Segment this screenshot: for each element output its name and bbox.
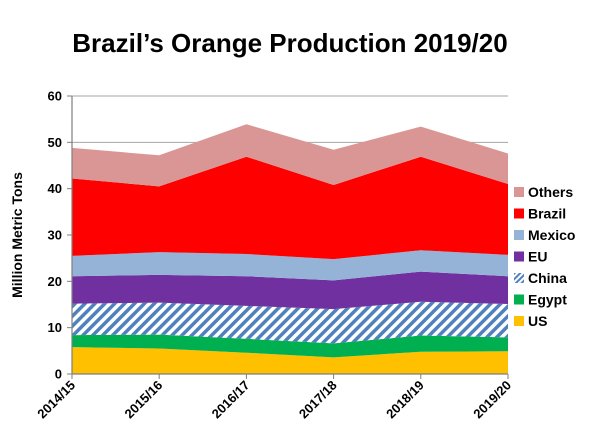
y-axis-label: Million Metric Tons bbox=[9, 172, 25, 298]
legend-item-us: US bbox=[514, 313, 547, 329]
y-axis-ticks: 0 10 20 30 40 50 60 bbox=[48, 89, 62, 382]
y-tick-label: 30 bbox=[48, 228, 62, 243]
legend-label: Brazil bbox=[528, 206, 566, 222]
legend-swatch bbox=[514, 187, 524, 197]
area-us bbox=[72, 347, 508, 374]
y-tick-label: 50 bbox=[48, 135, 62, 150]
area-china bbox=[72, 301, 508, 344]
area-egypt bbox=[72, 334, 508, 358]
legend-item-brazil: Brazil bbox=[514, 206, 566, 222]
x-axis-ticks: 2014/15 2015/16 2016/17 2017/18 2018/19 2019/… bbox=[34, 378, 514, 422]
x-tick-label: 2015/16 bbox=[121, 378, 165, 422]
legend-swatch bbox=[514, 316, 524, 326]
legend-item-eu: EU bbox=[514, 249, 547, 265]
axes bbox=[67, 95, 509, 379]
legend: Others Brazil Mexico EU China Egypt US bbox=[514, 184, 575, 329]
legend-item-china: China bbox=[514, 270, 567, 286]
x-tick-label: 2019/20 bbox=[470, 378, 514, 422]
legend-label: Egypt bbox=[528, 292, 567, 308]
legend-swatch bbox=[514, 273, 524, 283]
x-tick-label: 2016/17 bbox=[209, 378, 253, 422]
legend-label: China bbox=[528, 270, 567, 286]
x-tick-label: 2014/15 bbox=[34, 378, 78, 422]
chart-title: Brazil’s Orange Production 2019/20 bbox=[72, 28, 507, 58]
area-others bbox=[72, 124, 508, 187]
area-eu bbox=[72, 271, 508, 310]
x-tick-label: 2018/19 bbox=[383, 378, 427, 422]
legend-swatch bbox=[514, 230, 524, 240]
legend-label: EU bbox=[528, 249, 547, 265]
legend-swatch bbox=[514, 208, 524, 219]
legend-swatch bbox=[514, 294, 524, 305]
area-brazil bbox=[72, 156, 508, 260]
y-tick-label: 20 bbox=[48, 274, 62, 289]
x-tick-label: 2017/18 bbox=[296, 378, 340, 422]
legend-item-mexico: Mexico bbox=[514, 227, 575, 243]
legend-label: Others bbox=[528, 184, 573, 200]
y-tick-label: 60 bbox=[48, 89, 62, 104]
y-tick-label: 10 bbox=[48, 320, 62, 335]
legend-swatch bbox=[514, 251, 524, 262]
legend-item-egypt: Egypt bbox=[514, 292, 567, 308]
stacked-areas bbox=[72, 124, 508, 374]
legend-item-others: Others bbox=[514, 184, 573, 200]
legend-label: US bbox=[528, 313, 547, 329]
y-tick-label: 0 bbox=[55, 367, 62, 382]
y-tick-label: 40 bbox=[48, 181, 62, 196]
legend-label: Mexico bbox=[528, 227, 575, 243]
area-mexico bbox=[72, 250, 508, 281]
